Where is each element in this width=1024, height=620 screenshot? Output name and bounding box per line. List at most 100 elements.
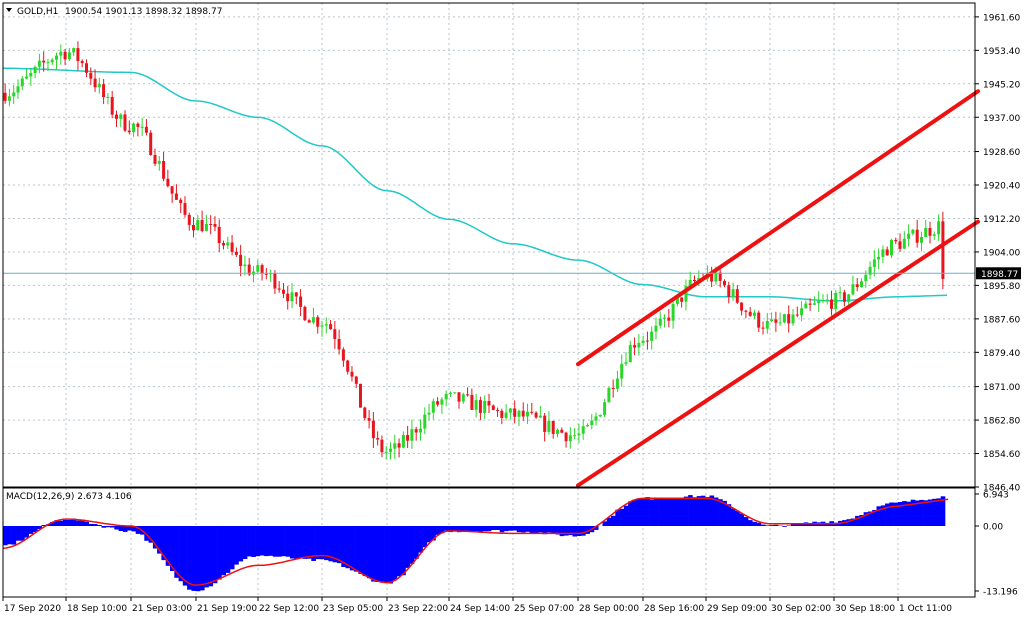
candle-body bbox=[842, 292, 846, 302]
macd-histogram-bar bbox=[405, 526, 411, 568]
macd-histogram-bar bbox=[28, 526, 34, 534]
candle-body bbox=[85, 63, 88, 73]
symbol-label: GOLD,H1 bbox=[17, 7, 58, 17]
macd-histogram-bar bbox=[251, 526, 256, 557]
macd-histogram-bar bbox=[760, 524, 766, 526]
candle-body bbox=[93, 78, 97, 88]
candle-body bbox=[406, 435, 410, 441]
candle-body bbox=[693, 280, 696, 281]
candle-body bbox=[641, 340, 645, 343]
candle-body bbox=[46, 62, 50, 64]
macd-histogram-bar bbox=[178, 526, 184, 582]
y-tick-label: 1854.60 bbox=[983, 450, 1020, 460]
candle-body bbox=[748, 311, 752, 316]
macd-histogram-bar bbox=[713, 497, 719, 526]
macd-histogram-bar bbox=[118, 526, 124, 531]
macd-histogram-bar bbox=[555, 526, 560, 535]
macd-histogram-bar bbox=[465, 526, 470, 532]
macd-histogram-bar bbox=[135, 526, 141, 534]
candle-body bbox=[192, 225, 195, 231]
candle-body bbox=[611, 388, 615, 389]
macd-tick-label: 6.943 bbox=[983, 491, 1009, 501]
channel-lower-line[interactable] bbox=[576, 219, 980, 488]
macd-histogram-bar bbox=[247, 526, 252, 557]
candle-body bbox=[654, 325, 658, 332]
candle-body bbox=[586, 425, 589, 427]
macd-histogram-bar bbox=[289, 526, 295, 559]
macd-histogram-bar bbox=[632, 499, 637, 526]
triangle-down-icon[interactable] bbox=[6, 8, 12, 12]
grid-layer bbox=[2, 3, 975, 597]
candle-body bbox=[144, 126, 148, 133]
macd-histogram-bar bbox=[516, 526, 522, 533]
macd-histogram-bar bbox=[593, 526, 599, 530]
x-tick-label: 30 Sep 18:00 bbox=[835, 604, 895, 614]
macd-histogram-bar bbox=[418, 526, 423, 553]
y-tick-label: 1928.60 bbox=[983, 148, 1020, 158]
macd-histogram-bar bbox=[307, 526, 312, 559]
channel-upper-line[interactable] bbox=[576, 89, 980, 367]
candle-body bbox=[603, 402, 607, 416]
macd-histogram-bar bbox=[606, 517, 612, 526]
macd-histogram-bar bbox=[264, 526, 269, 557]
macd-histogram-bar bbox=[315, 526, 321, 560]
macd-histogram-bar bbox=[876, 506, 882, 526]
macd-histogram-bar bbox=[371, 526, 376, 582]
candle-body bbox=[37, 60, 41, 67]
macd-histogram-bar bbox=[268, 526, 274, 556]
candles-layer bbox=[3, 41, 945, 460]
candle-body bbox=[787, 314, 791, 324]
candle-body bbox=[663, 317, 666, 319]
candle-body bbox=[132, 123, 136, 133]
candle-body bbox=[55, 55, 58, 60]
candle-body bbox=[735, 289, 739, 303]
candle-body bbox=[898, 241, 902, 249]
candle-body bbox=[384, 451, 388, 453]
axis-layer: 1961.60 1953.40 1945.20 1937.00 1928.60 1920.… bbox=[2, 13, 1020, 614]
macd-histogram-bar bbox=[709, 495, 715, 526]
candle-body bbox=[500, 410, 504, 418]
macd-histogram-bar bbox=[435, 526, 441, 535]
candle-body bbox=[817, 301, 821, 304]
macd-histogram-bar bbox=[653, 498, 659, 526]
header-layer: GOLD,H1 1900.54 1901.13 1898.32 1898.77 … bbox=[6, 7, 222, 502]
macd-histogram-bar bbox=[67, 520, 72, 526]
candle-body bbox=[851, 284, 855, 295]
main-pane-border bbox=[2, 2, 976, 488]
candle-body bbox=[740, 302, 744, 311]
candle-body bbox=[50, 59, 54, 63]
macd-histogram-bar bbox=[221, 526, 226, 576]
candle-body bbox=[684, 286, 688, 302]
macd-histogram-bar bbox=[272, 526, 278, 557]
y-tick-label: 1862.80 bbox=[983, 417, 1020, 427]
macd-histogram-bar bbox=[602, 521, 608, 526]
macd-histogram-bar bbox=[401, 526, 406, 576]
candle-body bbox=[76, 48, 80, 61]
macd-histogram-bar bbox=[84, 521, 89, 526]
candle-body bbox=[791, 314, 795, 324]
candle-body bbox=[581, 426, 585, 434]
macd-histogram-bar bbox=[910, 499, 916, 526]
candle-body bbox=[821, 299, 825, 302]
macd-histogram-bar bbox=[422, 526, 428, 548]
macd-histogram-bar bbox=[504, 526, 509, 532]
candle-body bbox=[350, 371, 354, 377]
macd-histogram-bar bbox=[324, 526, 329, 561]
candle-body bbox=[187, 214, 191, 225]
x-tick-label: 1 Oct 11:00 bbox=[899, 604, 952, 614]
candle-body bbox=[97, 84, 101, 88]
candle-body bbox=[72, 48, 76, 53]
macd-histogram-bar bbox=[885, 503, 890, 526]
macd-histogram-bar bbox=[576, 526, 582, 536]
macd-histogram-bar bbox=[122, 526, 128, 532]
macd-histogram-bar bbox=[512, 526, 518, 531]
candle-body bbox=[397, 443, 401, 448]
macd-histogram-bar bbox=[790, 523, 796, 526]
y-tick-label: 1953.40 bbox=[983, 47, 1020, 57]
candle-body bbox=[12, 92, 16, 97]
macd-histogram-bar bbox=[718, 499, 723, 526]
candle-body bbox=[538, 415, 542, 418]
macd-histogram-bar bbox=[7, 526, 12, 545]
